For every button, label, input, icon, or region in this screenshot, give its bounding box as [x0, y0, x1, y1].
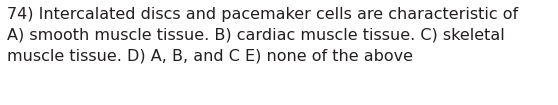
Text: 74) Intercalated discs and pacemaker cells are characteristic of
A) smooth muscl: 74) Intercalated discs and pacemaker cel… [7, 7, 518, 63]
